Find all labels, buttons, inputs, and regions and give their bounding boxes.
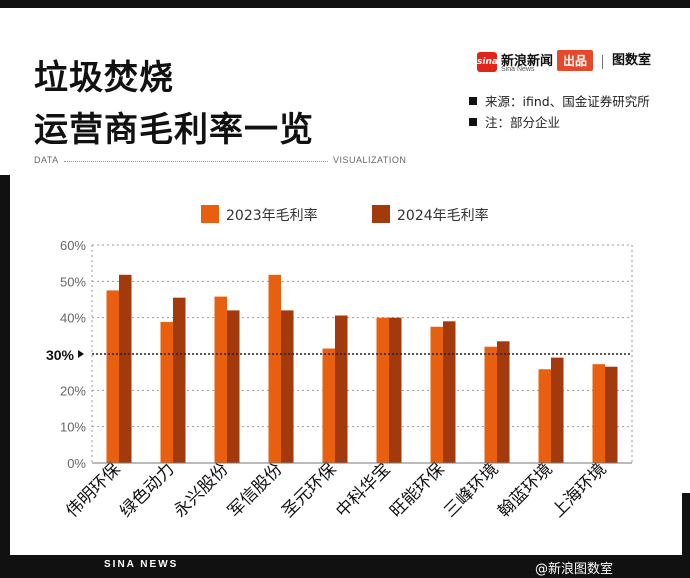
- brand-block: sina 新浪新闻 Sina News 出品 图数室: [469, 46, 669, 76]
- bar-chart: 2023年毛利率 2024年毛利率0%10%20%40%50%60%伟明环保绿色动…: [46, 205, 633, 522]
- page-title-line-1: 垃圾焚烧: [34, 58, 174, 98]
- sina-logo-icon: sina: [477, 52, 498, 72]
- bar: [538, 369, 551, 463]
- x-tick-label: 圣元环保: [278, 459, 340, 521]
- x-tick-label: 翰蓝环境: [494, 459, 556, 521]
- x-tick-label: 永兴股份: [170, 459, 232, 521]
- bar: [106, 290, 119, 463]
- bar: [119, 274, 132, 463]
- source-note: 来源：ifind、国金证券研究所: [469, 91, 650, 110]
- footnote: 注：部分企业: [469, 112, 560, 131]
- right-frame-bar: [682, 493, 690, 555]
- x-tick-label: 旺能环保: [386, 459, 448, 521]
- bar: [173, 297, 186, 463]
- legend-swatch: [201, 205, 219, 223]
- bar: [376, 317, 389, 463]
- footer-bar: SINA NEWS @新浪图数室: [0, 555, 690, 578]
- square-bullet-icon: [469, 118, 477, 126]
- top-frame-bar: [0, 0, 690, 8]
- tushushi-logo: 图数室: [612, 53, 652, 68]
- square-bullet-icon: [469, 97, 477, 105]
- legend-label: 2023年毛利率: [226, 207, 318, 224]
- reference-label: 30%: [46, 347, 75, 363]
- x-tick-label: 绿色动力: [116, 459, 178, 521]
- bar: [268, 274, 281, 463]
- y-tick-label: 20%: [60, 383, 86, 398]
- footnote-text: 注：部分企业: [485, 115, 561, 130]
- divider-label-left: DATA: [34, 155, 59, 165]
- x-tick-label: 上海环境: [548, 459, 610, 521]
- source-note-text: 来源：ifind、国金证券研究所: [485, 94, 650, 109]
- x-tick-label: 军信股份: [224, 459, 286, 521]
- bar: [227, 310, 240, 463]
- bar: [430, 326, 443, 463]
- x-tick-label: 三峰环境: [440, 459, 502, 521]
- divider-line: [64, 161, 328, 162]
- reference-marker-icon: [78, 350, 84, 358]
- bar: [605, 366, 618, 463]
- footer-brand: SINA NEWS: [104, 559, 179, 570]
- bar: [281, 310, 294, 463]
- brand-name-sub: Sina News: [501, 66, 535, 73]
- brand-name: 新浪新闻: [501, 54, 554, 69]
- y-tick-label: 40%: [60, 311, 86, 326]
- bar: [484, 346, 497, 463]
- y-tick-label: 60%: [60, 238, 86, 253]
- footer-credit: @新浪图数室: [535, 562, 614, 577]
- bar: [592, 364, 605, 463]
- bar: [497, 341, 510, 463]
- x-tick-label: 中科华宝: [332, 459, 394, 521]
- brand-separator: [602, 55, 603, 69]
- y-tick-label: 10%: [60, 420, 86, 435]
- bar: [214, 296, 227, 463]
- bar: [551, 357, 564, 463]
- bar: [160, 322, 173, 463]
- y-tick-label: 50%: [60, 274, 86, 289]
- y-tick-label: 0%: [67, 456, 86, 471]
- bar: [322, 348, 335, 463]
- divider-label-right: VISUALIZATION: [333, 155, 407, 165]
- brand-badge: 出品: [557, 50, 594, 71]
- bar: [335, 315, 348, 463]
- page-title-line-2: 运营商毛利率一览: [34, 110, 314, 150]
- legend-label: 2024年毛利率: [397, 207, 489, 224]
- left-frame-bar: [0, 175, 10, 555]
- bar: [443, 321, 456, 463]
- legend-swatch: [372, 205, 390, 223]
- bar: [389, 317, 402, 463]
